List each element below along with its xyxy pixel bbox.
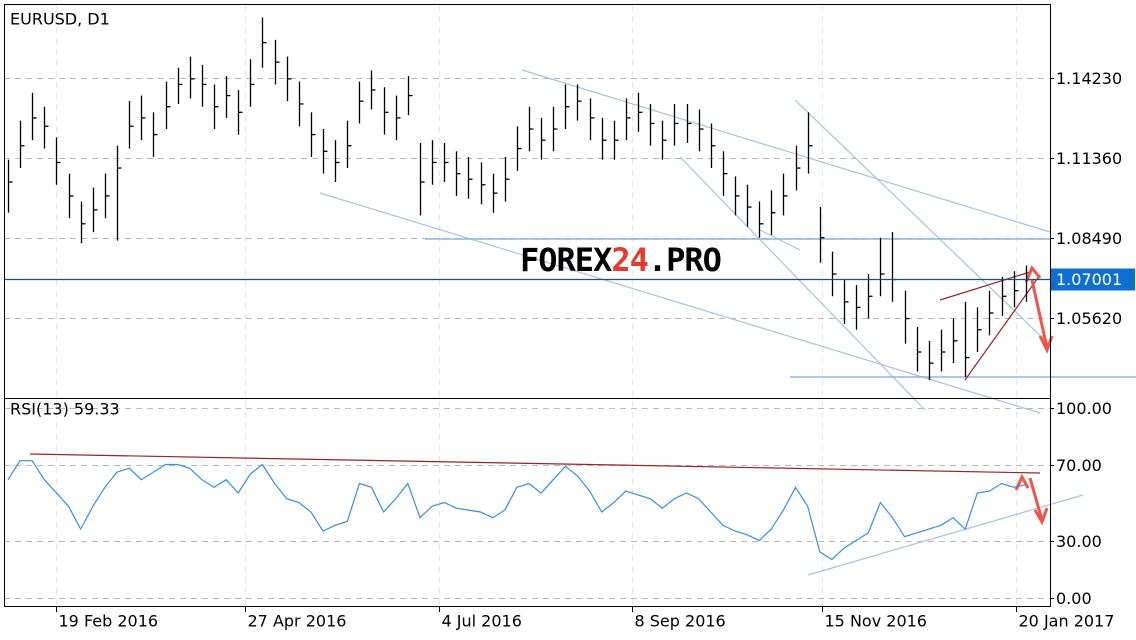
- y-tick-label: 70.00: [1056, 456, 1102, 475]
- y-tick-label: 100.00: [1056, 399, 1112, 418]
- channel-line: [521, 69, 1051, 233]
- marks-layer: 1.07001: [4, 17, 1135, 561]
- y-tick-label: 0.00: [1056, 589, 1092, 608]
- y-tick-label: 30.00: [1056, 532, 1102, 551]
- x-tick-label: 20 Jan 2017: [1019, 612, 1115, 631]
- last-price-box: [1051, 268, 1135, 291]
- frame: [4, 4, 1051, 607]
- y-tick-label: 1.11360: [1056, 149, 1122, 168]
- last-price-label: 1.07001: [1056, 270, 1122, 289]
- rsi-line: [7, 460, 1026, 561]
- y-tick-label: 1.14230: [1056, 69, 1122, 88]
- chart-title: EURUSD, D1: [10, 10, 110, 29]
- watermark-part: FOREX: [520, 241, 612, 279]
- rsi-arrow-up: [1014, 473, 1030, 491]
- watermark-part: .PRO: [648, 241, 721, 279]
- channel-line: [679, 156, 926, 411]
- rsi-arrow-head: [1033, 507, 1049, 526]
- y-tick-label: 1.08490: [1056, 229, 1122, 248]
- x-tick-label: 4 Jul 2016: [442, 612, 522, 631]
- wedge-line: [964, 274, 1041, 381]
- x-tick-label: 8 Sep 2016: [635, 612, 726, 631]
- rsi-title: RSI(13) 59.33: [10, 400, 120, 419]
- rsi-arrow-down: [1028, 477, 1044, 521]
- x-tick-label: 15 Nov 2016: [825, 612, 927, 631]
- watermark-part: 24: [611, 241, 648, 279]
- y-tick-label: 1.05620: [1056, 309, 1122, 328]
- arrow-up: [1024, 265, 1042, 283]
- x-tick-label: 27 Apr 2016: [248, 612, 347, 631]
- rsi-resistance: [29, 453, 1041, 474]
- x-tick-label: 19 Feb 2016: [59, 612, 159, 631]
- arrow-down: [1030, 279, 1049, 349]
- watermark: FOREX24.PRO: [520, 241, 721, 279]
- trend-lines: [29, 69, 1136, 576]
- channel-line: [759, 229, 801, 251]
- channel-line: [794, 99, 1051, 346]
